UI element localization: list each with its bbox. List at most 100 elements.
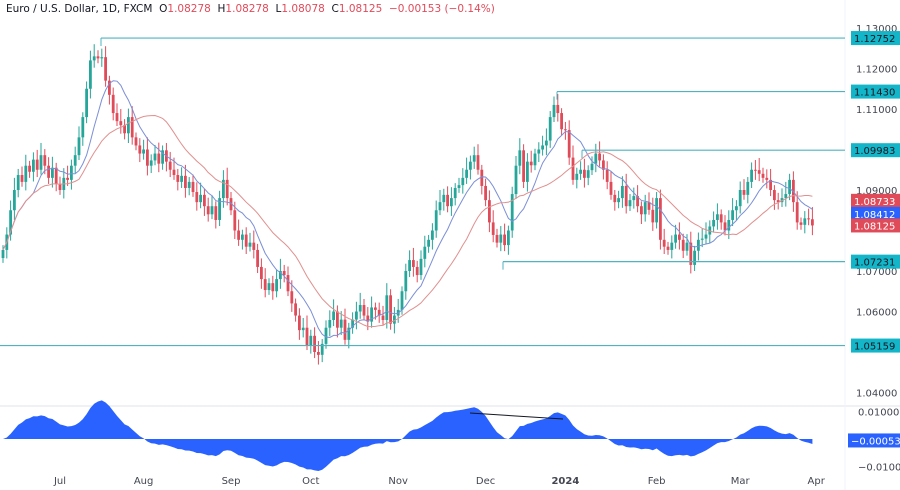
candle-body (343, 319, 347, 340)
candle-body (66, 177, 69, 180)
candle-body (746, 181, 750, 195)
candle (210, 195, 214, 220)
candle (594, 143, 598, 173)
candle-body (176, 175, 180, 182)
candle-body (252, 242, 256, 250)
candle (123, 119, 126, 140)
candle-body (168, 161, 172, 170)
candle-body (222, 179, 225, 199)
candle (412, 247, 415, 277)
time-axis-label: Mar (731, 476, 751, 487)
candle (495, 228, 499, 248)
candle-body (431, 230, 434, 240)
candle-body (488, 200, 491, 223)
candle-body (275, 279, 278, 292)
candle-body (70, 165, 73, 180)
candle (377, 302, 381, 323)
candle-body (624, 185, 628, 207)
candle-body (533, 153, 537, 166)
candle (374, 302, 377, 320)
candle-body (556, 104, 560, 114)
candle (662, 228, 666, 254)
candle (294, 298, 297, 322)
candle-body (85, 88, 88, 118)
candle (362, 298, 366, 321)
candle-body (301, 327, 305, 331)
candle (579, 161, 582, 180)
candle-body (495, 234, 499, 243)
candle (465, 157, 468, 184)
price-tag (851, 193, 900, 208)
candle-body (583, 169, 586, 178)
candle-body (157, 153, 161, 164)
candle-body (803, 218, 807, 225)
candle (320, 339, 324, 363)
candle-body (313, 335, 316, 352)
candle-body (191, 181, 195, 193)
candle-body (210, 206, 214, 215)
candle-body (590, 163, 594, 171)
candle (480, 164, 484, 195)
candle-body (757, 170, 761, 174)
candle (621, 176, 624, 208)
candle-body (480, 169, 484, 186)
candle-body (617, 198, 620, 203)
candle (358, 292, 362, 319)
level-price-tag (851, 254, 900, 269)
candle (225, 167, 229, 206)
candle-body (339, 319, 343, 328)
candle-body (28, 165, 31, 172)
candle (450, 187, 453, 216)
oscillator-area (3, 400, 813, 471)
candle-body (320, 343, 324, 355)
open-label: O (159, 3, 168, 15)
candle-body (750, 169, 753, 182)
candle-body (355, 311, 358, 320)
candle-body (484, 185, 487, 201)
candle-body (621, 185, 624, 199)
candle (153, 145, 157, 166)
candle (305, 315, 309, 350)
candle-body (442, 194, 446, 203)
level-price-tag (851, 143, 900, 158)
candle (723, 215, 727, 236)
candle (54, 162, 58, 192)
oscillator-value-label: −0.00053 (851, 436, 900, 447)
candle-body (799, 222, 803, 225)
candle (678, 222, 681, 250)
candle-body (248, 242, 252, 247)
candle (85, 81, 88, 124)
candle (404, 263, 408, 300)
candle (146, 137, 149, 176)
candle-body (564, 129, 567, 131)
candle-body (575, 173, 579, 180)
candle-body (381, 315, 385, 321)
level-price-label: 1.09983 (854, 146, 895, 157)
candle-body (218, 198, 221, 220)
candle (419, 250, 423, 280)
candle-body (108, 80, 111, 95)
candle (560, 108, 563, 136)
candle (727, 210, 731, 240)
candle (526, 153, 529, 192)
candle (51, 156, 54, 188)
candle (488, 190, 491, 233)
candle-body (465, 169, 468, 178)
candle-body (43, 155, 47, 166)
candle-body (298, 315, 301, 331)
price-tick-label: 1.11000 (856, 105, 897, 116)
candle-body (579, 169, 582, 174)
candle-body (453, 187, 457, 199)
candle-body (172, 169, 176, 176)
candle (548, 111, 552, 148)
candle-body (476, 155, 480, 170)
low-value: 1.08078 (281, 3, 325, 15)
candle (457, 177, 461, 193)
candle-body (613, 194, 617, 203)
candle (127, 108, 130, 144)
candle (716, 203, 719, 230)
candle (282, 264, 286, 283)
candle-body (518, 150, 522, 166)
candle-body (678, 234, 681, 240)
